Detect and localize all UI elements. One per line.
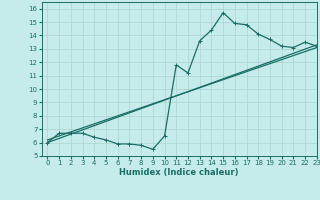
X-axis label: Humidex (Indice chaleur): Humidex (Indice chaleur) [119,168,239,177]
